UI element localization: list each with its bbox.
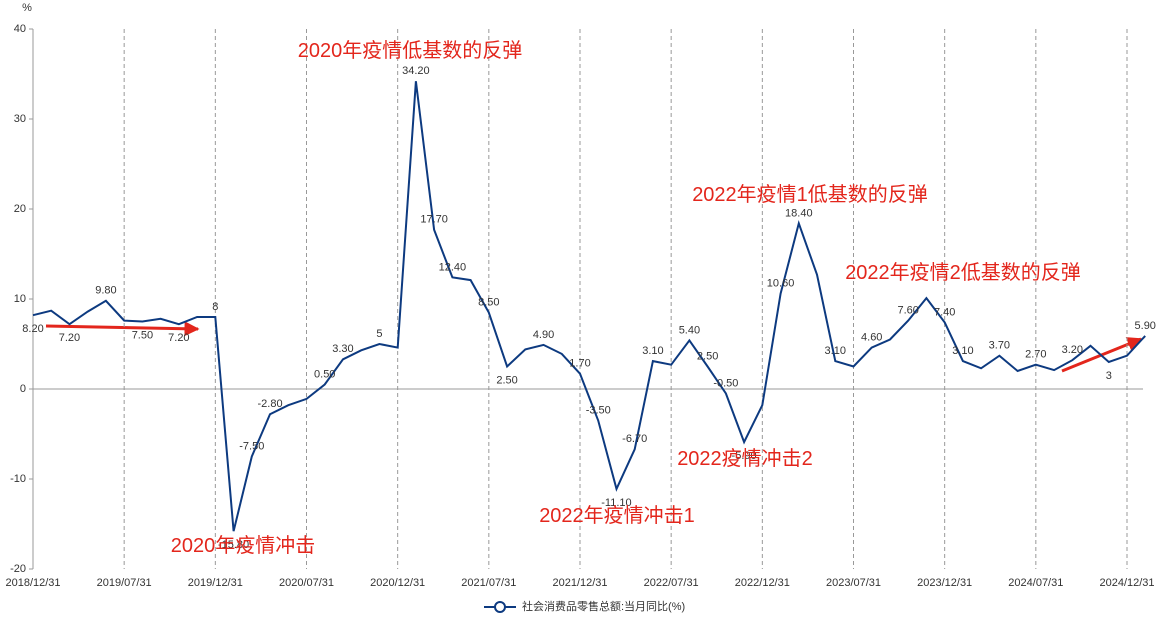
value-label: -6.70	[622, 433, 647, 445]
x-tick-label: 2024/12/31	[1099, 577, 1154, 589]
value-label: 12.40	[439, 261, 467, 273]
x-tick-label: 2021/12/31	[552, 577, 607, 589]
y-tick-label: -20	[10, 563, 26, 575]
y-tick-label: 10	[14, 293, 26, 305]
arrow	[45, 321, 200, 337]
value-label: 7.60	[897, 305, 918, 317]
value-label: 10.60	[767, 278, 795, 290]
x-tick-label: 2020/07/31	[279, 577, 334, 589]
value-label: -0.50	[713, 377, 738, 389]
x-tick-label: 2023/07/31	[826, 577, 881, 589]
value-label: 17.70	[420, 214, 448, 226]
value-label: 8.20	[22, 323, 43, 335]
x-tick-label: 2022/12/31	[735, 577, 790, 589]
legend-marker	[494, 601, 506, 613]
legend-label: 社会消费品零售总额:当月同比(%)	[522, 599, 685, 613]
value-label: -7.50	[239, 440, 264, 452]
x-tick-label: 2022/07/31	[644, 577, 699, 589]
value-label: 2.50	[697, 350, 718, 362]
annotation: 2022年疫情冲击1	[539, 504, 695, 527]
data-line	[32, 81, 1146, 532]
annotation: 2022年疫情2低基数的反弹	[845, 261, 1081, 284]
x-tick-label: 2018/12/31	[5, 577, 60, 589]
value-label: 9.80	[95, 285, 116, 297]
value-label: 3.10	[642, 345, 663, 357]
value-label: 4.60	[861, 332, 882, 344]
y-tick-label: 30	[14, 113, 26, 125]
value-label: -5.90	[732, 450, 757, 462]
value-label: 8	[212, 301, 218, 313]
value-label: 7.20	[168, 332, 189, 344]
value-label: 5	[376, 328, 382, 340]
x-tick-label: 2024/07/31	[1008, 577, 1063, 589]
value-label: 8.50	[478, 296, 499, 308]
value-label: 3.20	[1062, 344, 1083, 356]
value-label: 3	[1106, 370, 1112, 382]
value-label: 7.20	[59, 332, 80, 344]
value-label: 2.70	[1025, 349, 1046, 361]
value-label: -3.50	[586, 404, 611, 416]
value-label: 5.40	[679, 324, 700, 336]
annotation: 2020年疫情低基数的反弹	[298, 39, 523, 62]
x-tick-label: 2021/07/31	[461, 577, 516, 589]
y-tick-label: -10	[10, 473, 26, 485]
annotation: 2022年疫情1低基数的反弹	[692, 183, 928, 206]
value-label: 3.10	[825, 345, 846, 357]
annotation: 2022疫情冲击2	[677, 447, 813, 470]
annotation: 2020年疫情冲击	[171, 534, 316, 557]
value-label: 34.20	[402, 65, 430, 77]
value-label: 7.40	[934, 306, 955, 318]
x-tick-label: 2023/12/31	[917, 577, 972, 589]
value-label: 7.50	[132, 329, 153, 341]
x-tick-label: 2019/12/31	[188, 577, 243, 589]
value-label: -11.10	[601, 497, 631, 509]
value-label: 5.90	[1135, 320, 1156, 332]
y-tick-label: 40	[14, 23, 26, 35]
value-label: 18.40	[785, 207, 813, 219]
value-label: -2.80	[257, 398, 282, 410]
value-label: 4.90	[533, 329, 554, 341]
value-label: 3.30	[332, 343, 353, 355]
x-tick-label: 2019/07/31	[97, 577, 152, 589]
y-unit: %	[22, 2, 32, 14]
value-label: -15.80	[218, 539, 249, 551]
value-label: 1.70	[569, 358, 590, 370]
y-tick-label: 0	[20, 383, 26, 395]
value-label: 3.70	[989, 340, 1010, 352]
value-label: 0.50	[314, 368, 335, 380]
y-tick-label: 20	[14, 203, 26, 215]
x-tick-label: 2020/12/31	[370, 577, 425, 589]
value-label: 3.10	[952, 345, 973, 357]
value-label: 2.50	[496, 374, 517, 386]
